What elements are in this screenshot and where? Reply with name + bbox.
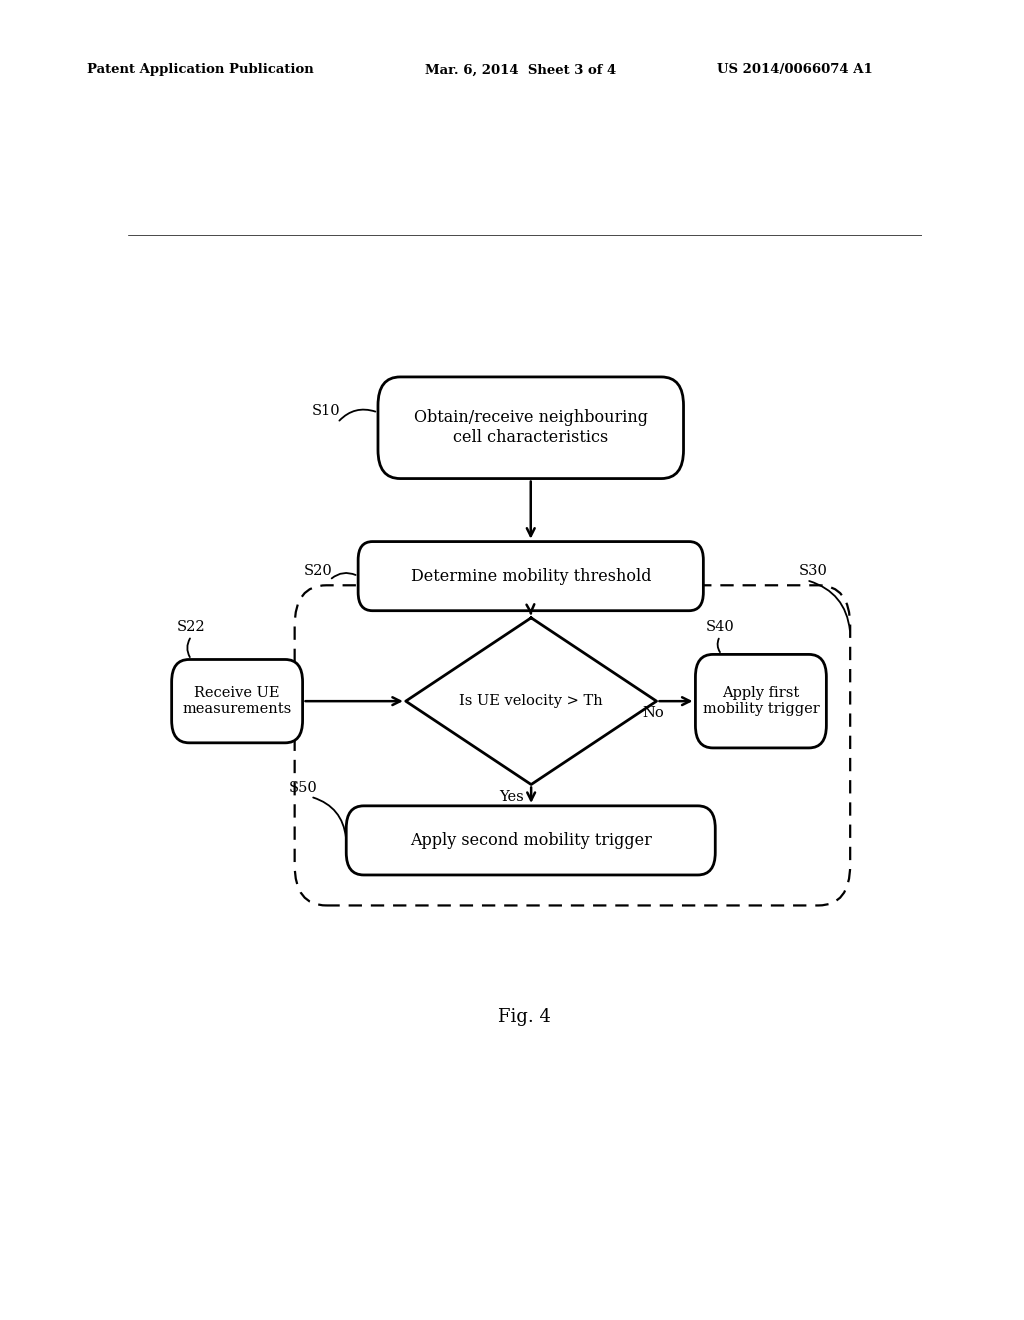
Text: S10: S10: [312, 404, 341, 417]
Text: S20: S20: [304, 564, 333, 578]
Text: Is UE velocity > Th: Is UE velocity > Th: [460, 694, 603, 708]
Text: Yes: Yes: [500, 789, 524, 804]
Text: US 2014/0066074 A1: US 2014/0066074 A1: [717, 63, 872, 77]
Text: S30: S30: [799, 564, 827, 578]
Text: S40: S40: [706, 620, 734, 634]
Text: S22: S22: [177, 620, 206, 634]
Text: S50: S50: [289, 780, 317, 795]
Text: No: No: [642, 706, 664, 721]
Text: Apply second mobility trigger: Apply second mobility trigger: [410, 832, 651, 849]
Polygon shape: [406, 618, 656, 784]
Text: Apply first
mobility trigger: Apply first mobility trigger: [702, 686, 819, 717]
Text: Obtain/receive neighbouring
cell characteristics: Obtain/receive neighbouring cell charact…: [414, 409, 648, 446]
Text: Determine mobility threshold: Determine mobility threshold: [411, 568, 651, 585]
Text: Patent Application Publication: Patent Application Publication: [87, 63, 313, 77]
Text: Mar. 6, 2014  Sheet 3 of 4: Mar. 6, 2014 Sheet 3 of 4: [425, 63, 616, 77]
Text: Fig. 4: Fig. 4: [499, 1008, 551, 1026]
FancyBboxPatch shape: [358, 541, 703, 611]
Text: Receive UE
measurements: Receive UE measurements: [182, 686, 292, 717]
FancyBboxPatch shape: [295, 585, 850, 906]
FancyBboxPatch shape: [378, 378, 684, 479]
FancyBboxPatch shape: [346, 805, 715, 875]
FancyBboxPatch shape: [695, 655, 826, 748]
FancyBboxPatch shape: [172, 660, 303, 743]
